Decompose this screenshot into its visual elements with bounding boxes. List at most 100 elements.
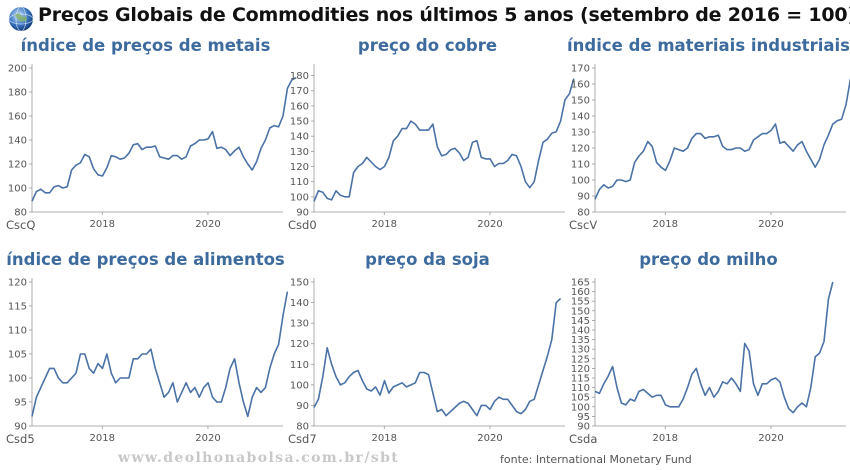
x-tick-label: 2018	[90, 433, 115, 444]
x-tick-label: 2020	[195, 433, 220, 444]
y-tick-label: 200	[8, 64, 27, 75]
series-code-label: CscV	[569, 218, 597, 232]
y-tick-label: 80	[577, 208, 590, 219]
y-tick-label: 120	[571, 144, 590, 155]
y-tick-label: 140	[290, 298, 309, 309]
y-tick-label: 100	[8, 374, 27, 385]
x-tick-label: 2018	[372, 219, 397, 230]
y-tick-label: 125	[571, 354, 590, 365]
y-tick-label: 140	[290, 132, 309, 143]
y-tick-label: 140	[571, 112, 590, 123]
page-title: Preços Globais de Commodities nos último…	[38, 4, 850, 26]
y-tick-label: 180	[8, 88, 27, 99]
series-line	[313, 78, 575, 202]
y-tick-label: 120	[290, 339, 309, 350]
chart-title: preço do cobre	[357, 36, 498, 55]
globe-icon	[8, 6, 34, 32]
x-tick-label: 2018	[653, 219, 678, 230]
series-code-label: Csd5	[6, 432, 35, 446]
y-tick-label: 150	[290, 278, 309, 289]
y-tick-label: 100	[290, 192, 309, 203]
y-tick-label: 105	[8, 350, 27, 361]
y-tick-label: 110	[571, 160, 590, 171]
y-tick-label: 120	[8, 278, 27, 289]
chart-panel-industrial: índice de materiais industriais 80 90 100 1…	[567, 36, 850, 246]
y-tick-label: 130	[571, 128, 590, 139]
y-tick-label: 165	[571, 278, 590, 289]
y-tick-label: 100	[8, 184, 27, 195]
y-tick-label: 120	[571, 364, 590, 375]
y-tick-label: 90	[577, 422, 590, 433]
chart-svg: 90 100 110 120 130 140 150 160 170 180 2018 2020 Csd…	[288, 64, 575, 232]
y-tick-label: 140	[8, 136, 27, 147]
y-tick-label: 90	[577, 192, 590, 203]
chart-svg: 80 90 100 110 120 130 140 150 2018 2020 Csd7	[288, 278, 565, 446]
x-tick-label: 2020	[477, 433, 502, 444]
series-line	[31, 291, 289, 418]
series-line	[594, 281, 834, 414]
series-code-label: Csd7	[288, 432, 317, 446]
chart-title: preço da soja	[365, 250, 490, 269]
y-tick-label: 90	[14, 422, 27, 433]
y-tick-label: 130	[290, 147, 309, 158]
y-tick-label: 110	[8, 326, 27, 337]
y-tick-label: 100	[571, 402, 590, 413]
y-tick-label: 110	[290, 360, 309, 371]
x-tick-label: 2020	[195, 219, 220, 230]
y-tick-label: 145	[571, 316, 590, 327]
y-tick-label: 115	[8, 302, 27, 313]
series-line	[313, 297, 562, 417]
footer-source: fonte: International Monetary Fund	[500, 453, 692, 466]
y-tick-label: 80	[296, 422, 309, 433]
chart-panel-metals: índice de preços de metais 80 100 120 140 16…	[4, 36, 297, 246]
series-code-label: CscQ	[6, 218, 35, 232]
x-tick-label: 2020	[758, 433, 783, 444]
chart-panel-soy: preço da soja 80 90 100 110 120 130 140 150 2018…	[286, 250, 569, 460]
y-tick-label: 105	[571, 393, 590, 404]
series-code-label: Csda	[569, 432, 597, 446]
y-tick-label: 160	[290, 101, 309, 112]
footer-watermark: www.deolhonabolsa.com.br/sbt	[118, 450, 400, 466]
y-tick-label: 140	[571, 326, 590, 337]
x-tick-label: 2020	[477, 219, 502, 230]
y-tick-label: 120	[290, 162, 309, 173]
chart-title: preço do milho	[639, 250, 778, 269]
y-tick-label: 130	[290, 319, 309, 330]
series-line	[594, 78, 850, 200]
y-tick-label: 135	[571, 335, 590, 346]
y-tick-label: 120	[8, 160, 27, 171]
series-code-label: Csd0	[288, 218, 317, 232]
x-tick-label: 2018	[653, 433, 678, 444]
y-tick-label: 155	[571, 297, 590, 308]
y-tick-label: 95	[14, 398, 27, 409]
y-tick-label: 110	[290, 177, 309, 188]
y-tick-label: 170	[290, 86, 309, 97]
chart-title: índice de preços de alimentos	[6, 250, 285, 269]
y-tick-label: 160	[8, 112, 27, 123]
chart-svg: 90 95 100 105 110 115 120 2018 2020 Csd5	[6, 278, 289, 446]
y-tick-label: 115	[571, 374, 590, 385]
y-tick-label: 95	[577, 412, 590, 423]
y-tick-label: 100	[290, 380, 309, 391]
y-tick-label: 150	[571, 96, 590, 107]
y-tick-label: 180	[290, 71, 309, 82]
x-tick-label: 2018	[90, 219, 115, 230]
y-tick-label: 150	[290, 117, 309, 128]
chart-svg: 80 100 120 140 160 180 200 2018 2020 CscQ	[6, 64, 297, 232]
chart-panel-copper: preço do cobre 90 100 110 120 130 140 150 160 17…	[286, 36, 575, 246]
x-tick-label: 2018	[372, 433, 397, 444]
chart-svg: 9095100105110115120125130135140145150155…	[569, 278, 846, 446]
y-tick-label: 100	[571, 176, 590, 187]
y-tick-label: 80	[14, 208, 27, 219]
chart-title: índice de preços de metais	[20, 36, 271, 55]
y-tick-label: 110	[571, 383, 590, 394]
y-tick-label: 160	[571, 287, 590, 298]
chart-panel-corn: preço do milho 90 95 100 105 110 115 120 125 130…	[567, 250, 850, 460]
chart-title: índice de materiais industriais	[567, 36, 850, 55]
y-tick-label: 170	[571, 64, 590, 75]
chart-svg: 80 90 100 110 120 130 140 150 160 170 2018 2020 CscV	[569, 64, 850, 232]
x-tick-label: 2020	[758, 219, 783, 230]
y-tick-label: 90	[296, 208, 309, 219]
y-tick-label: 130	[571, 345, 590, 356]
y-tick-label: 90	[296, 401, 309, 412]
